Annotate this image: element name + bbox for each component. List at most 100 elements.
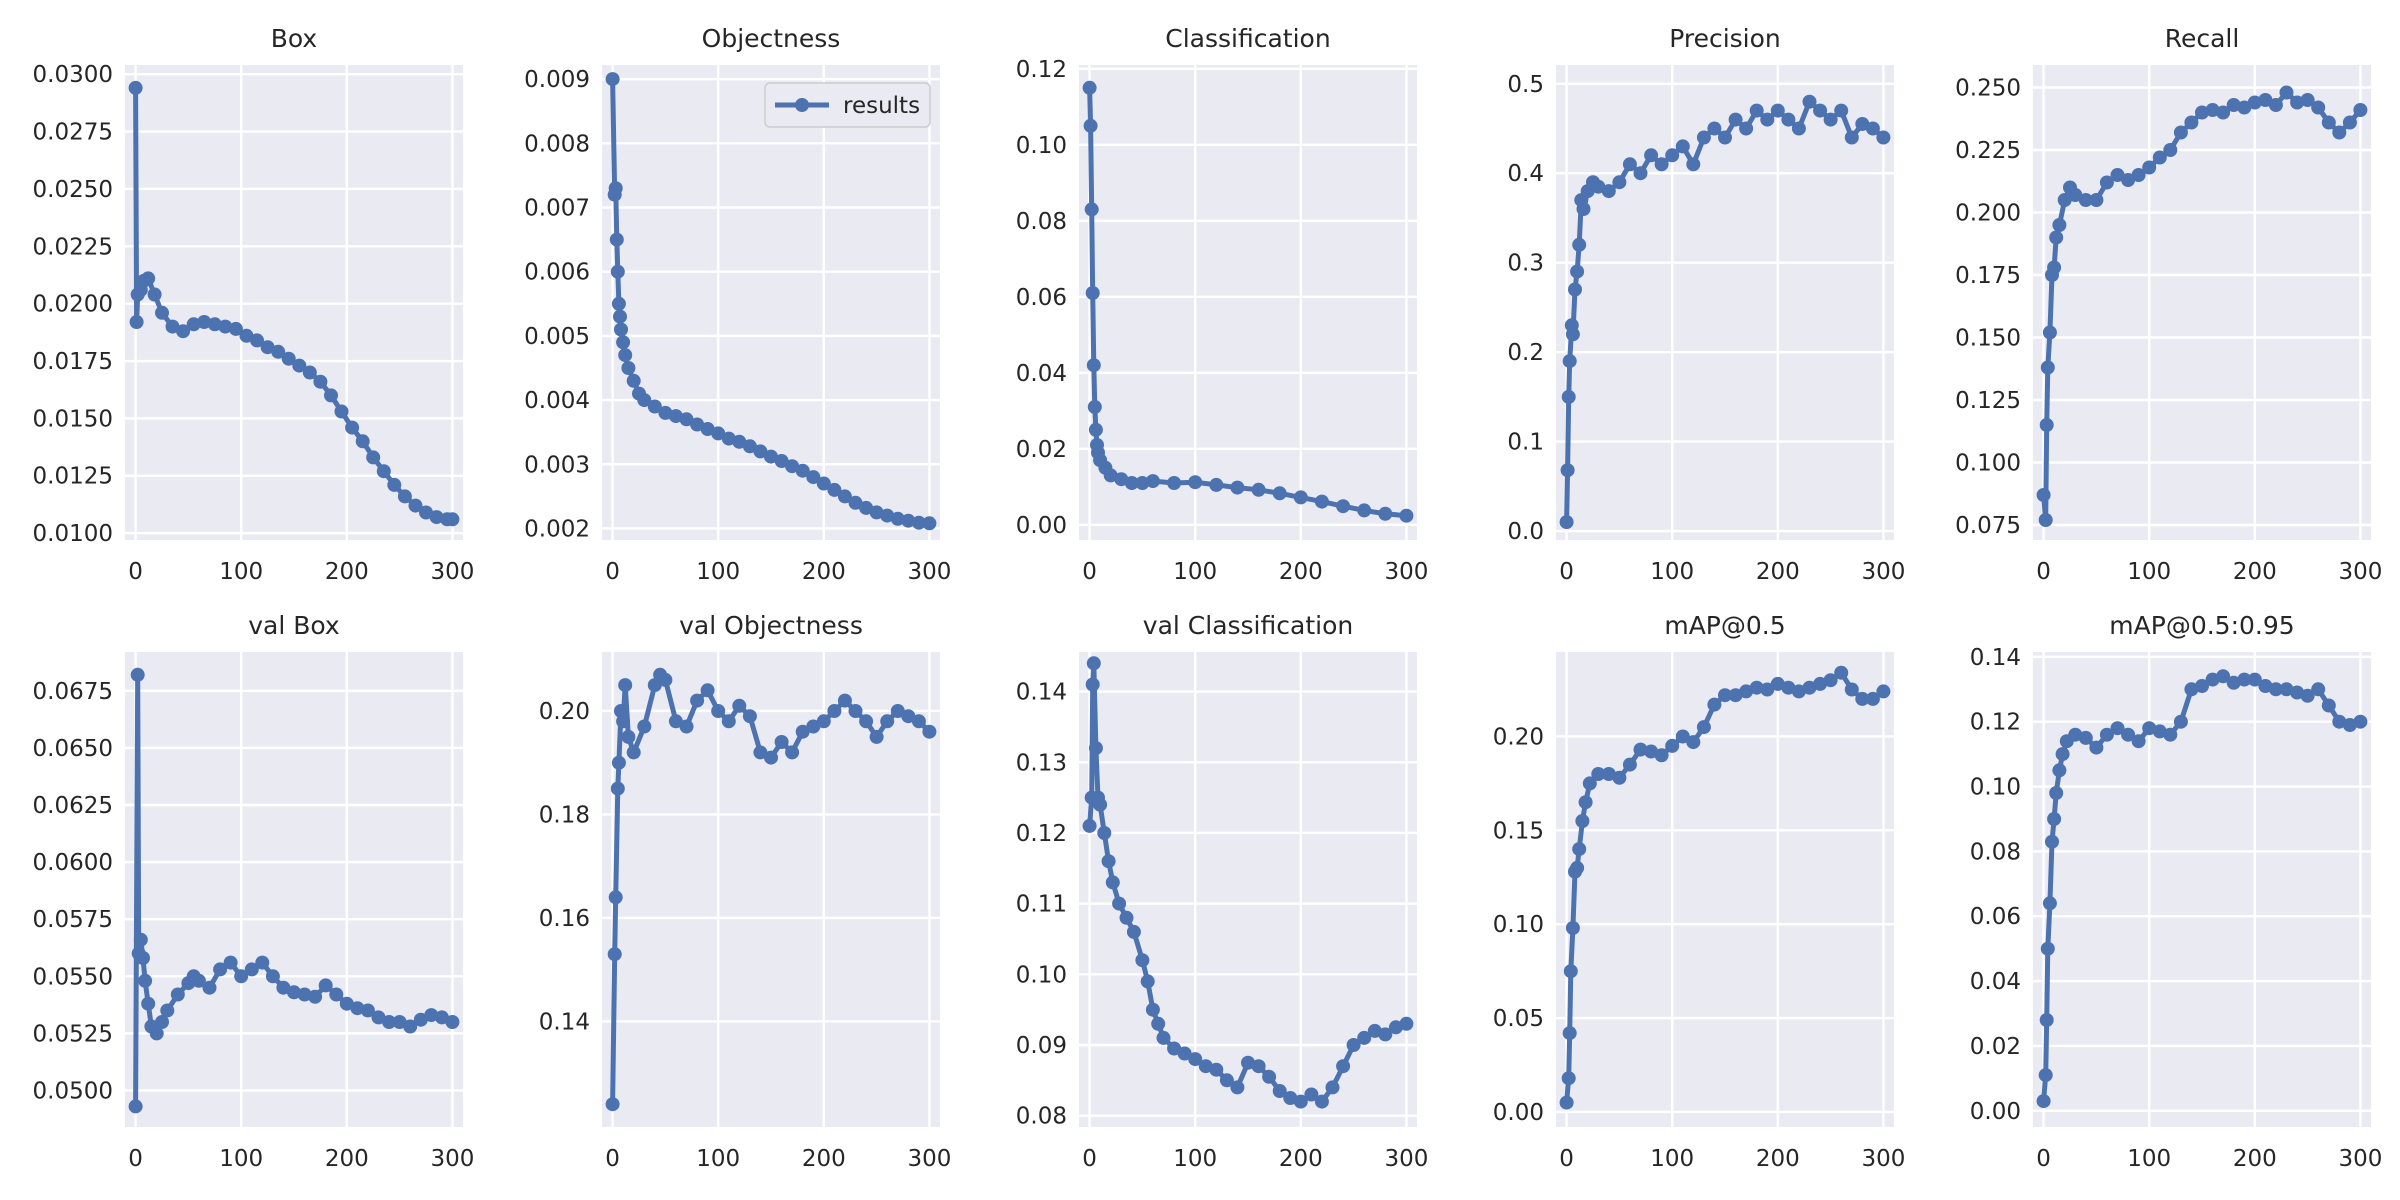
chart-panel-box: 0.0100 0.0125 0.0150 0.0175 0.0200 0.0225 0.02… (33, 24, 475, 585)
data-point (2038, 513, 2053, 527)
x-tick-label: 300 (430, 559, 474, 585)
y-tick-label: 0.0600 (33, 850, 113, 876)
y-tick-label: 0.20 (1493, 724, 1544, 750)
y-tick-label: 0.0150 (33, 406, 113, 432)
x-tick-label: 300 (1861, 1146, 1905, 1172)
y-tick-label: 0.14 (1970, 645, 2021, 671)
data-point (837, 489, 852, 504)
data-point (2311, 682, 2326, 697)
data-point (176, 324, 191, 339)
data-point (2332, 125, 2347, 140)
data-point (732, 698, 747, 713)
data-point (1167, 1041, 1182, 1056)
data-point (371, 1010, 386, 1025)
x-tick-label: 300 (907, 559, 951, 585)
y-tick-label: 0.006 (524, 260, 590, 286)
data-point (1572, 842, 1587, 857)
x-tick-label: 100 (1173, 1146, 1217, 1172)
data-point (360, 1003, 375, 1018)
data-point (753, 444, 768, 459)
data-point (2042, 325, 2057, 340)
data-point (2121, 727, 2136, 742)
data-point (2268, 98, 2283, 112)
chart-panel-val-classification: 0.08 0.09 0.10 0.11 0.12 0.13 0.14 0 100 200 300 va… (1016, 611, 1429, 1172)
data-point (281, 351, 296, 366)
data-point (2078, 730, 2093, 745)
data-point (901, 709, 916, 724)
y-tick-label: 0.0300 (33, 62, 113, 88)
data-point (2089, 740, 2104, 755)
data-point (2342, 718, 2357, 732)
data-point (2353, 714, 2368, 729)
x-tick-label: 300 (907, 1146, 951, 1172)
data-point (1686, 735, 1701, 750)
data-point (637, 719, 652, 734)
data-point (297, 987, 312, 1002)
legend: results (764, 82, 931, 128)
data-point (1707, 121, 1722, 136)
data-point (1167, 476, 1182, 490)
y-tick-label: 0.5 (1507, 72, 1544, 98)
data-point (621, 361, 636, 375)
data-point (1718, 688, 1732, 703)
data-point (271, 344, 286, 359)
x-tick-label: 0 (2036, 559, 2051, 585)
data-point (1082, 818, 1097, 833)
data-point (1357, 503, 1372, 518)
data-point (1378, 506, 1393, 521)
y-tick-label: 0.10 (1970, 775, 2021, 801)
data-point (136, 951, 150, 965)
data-point (2038, 1068, 2053, 1083)
data-point (1834, 103, 1849, 118)
data-point (2321, 115, 2336, 130)
data-point (1314, 494, 1329, 509)
data-point (2040, 941, 2055, 956)
data-point (1082, 80, 1097, 95)
x-tick-label: 200 (325, 559, 369, 585)
data-point (1791, 684, 1806, 699)
data-point (1591, 179, 1606, 194)
data-point (1622, 157, 1637, 172)
y-tick-label: 0.0250 (33, 177, 113, 203)
y-tick-label: 0.0275 (33, 120, 113, 146)
data-point (2321, 698, 2336, 713)
data-point (658, 405, 673, 420)
data-point (668, 409, 683, 424)
data-point (2353, 103, 2368, 117)
data-point (2216, 669, 2231, 684)
chart-title: mAP@0.5 (1664, 611, 1785, 640)
data-point (700, 422, 715, 436)
data-point (429, 510, 444, 525)
data-point (2110, 168, 2125, 182)
data-point (255, 955, 270, 970)
data-point (2057, 193, 2072, 207)
data-point (1560, 463, 1575, 478)
data-point (668, 714, 683, 729)
data-point (2049, 786, 2064, 800)
data-point (1209, 1062, 1224, 1077)
chart-panel-classification: 0.00 0.02 0.04 0.06 0.08 0.10 0.12 0 100 200 300 Cl… (1016, 24, 1429, 585)
plot-area (2033, 65, 2371, 540)
data-point (2184, 682, 2199, 697)
y-tick-label: 0.0550 (33, 964, 113, 990)
data-point (2036, 488, 2051, 502)
data-point (1357, 1030, 1372, 1045)
data-point (130, 667, 145, 682)
y-tick-label: 0.10 (1493, 912, 1544, 938)
data-point (1654, 748, 1669, 763)
x-tick-label: 300 (430, 1146, 474, 1172)
data-point (1562, 354, 1577, 369)
data-point (1112, 896, 1127, 911)
data-point (837, 693, 852, 708)
y-tick-label: 0.175 (1955, 263, 2021, 289)
chart-panel-recall: 0.075 0.100 0.125 0.150 0.175 0.200 0.225 0.250… (1955, 24, 2382, 585)
data-point (2311, 100, 2326, 115)
data-point (658, 672, 673, 687)
y-tick-label: 0.0650 (33, 736, 113, 762)
data-point (605, 1097, 620, 1112)
data-point (1601, 184, 1616, 199)
data-point (138, 973, 153, 988)
plot-area (1079, 652, 1417, 1127)
x-tick-label: 100 (1173, 559, 1217, 585)
data-point (1272, 486, 1287, 501)
